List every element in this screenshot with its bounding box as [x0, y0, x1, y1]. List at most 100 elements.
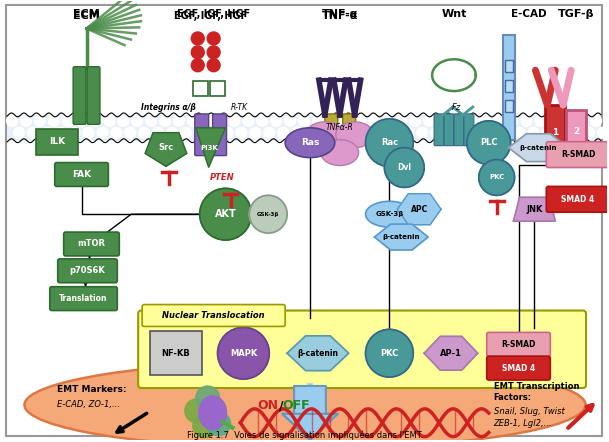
Circle shape [424, 115, 435, 126]
Circle shape [319, 127, 330, 138]
FancyBboxPatch shape [64, 232, 119, 256]
Circle shape [396, 115, 407, 126]
Circle shape [132, 115, 143, 126]
Text: β-catenin: β-catenin [519, 145, 557, 151]
Circle shape [542, 127, 553, 138]
Circle shape [83, 127, 94, 138]
Circle shape [361, 127, 372, 138]
FancyBboxPatch shape [209, 81, 225, 96]
Circle shape [278, 127, 289, 138]
FancyBboxPatch shape [87, 67, 100, 124]
Circle shape [208, 127, 219, 138]
Circle shape [166, 127, 177, 138]
Circle shape [250, 127, 261, 138]
FancyBboxPatch shape [545, 105, 565, 155]
Circle shape [403, 127, 414, 138]
Circle shape [514, 127, 525, 138]
Polygon shape [375, 224, 428, 250]
FancyBboxPatch shape [55, 163, 108, 187]
FancyBboxPatch shape [294, 386, 326, 414]
Circle shape [153, 127, 163, 138]
Circle shape [528, 127, 539, 138]
Text: Fz: Fz [451, 103, 460, 112]
Circle shape [486, 127, 497, 138]
FancyBboxPatch shape [343, 114, 356, 151]
Circle shape [459, 127, 470, 138]
Text: Nuclear Translocation: Nuclear Translocation [163, 311, 265, 320]
FancyBboxPatch shape [50, 287, 118, 311]
Ellipse shape [199, 396, 227, 430]
FancyBboxPatch shape [546, 142, 609, 168]
Circle shape [583, 127, 594, 138]
Ellipse shape [306, 122, 343, 148]
Text: E-CAD, ZO-1,...: E-CAD, ZO-1,... [57, 400, 119, 409]
Text: β-catenin: β-catenin [297, 349, 339, 358]
Text: Src: Src [158, 143, 174, 152]
FancyBboxPatch shape [487, 332, 551, 356]
Text: AP-1: AP-1 [440, 349, 462, 358]
FancyBboxPatch shape [73, 67, 86, 124]
FancyBboxPatch shape [454, 114, 464, 146]
Circle shape [563, 115, 574, 126]
Ellipse shape [336, 122, 373, 148]
Polygon shape [509, 134, 568, 162]
Circle shape [465, 115, 476, 126]
Text: R-TK: R-TK [231, 103, 248, 112]
Polygon shape [513, 197, 555, 221]
Text: 2: 2 [573, 127, 579, 136]
Polygon shape [282, 414, 338, 440]
Circle shape [7, 115, 18, 126]
Circle shape [591, 115, 602, 126]
FancyBboxPatch shape [6, 5, 602, 436]
Circle shape [243, 115, 254, 126]
Text: EMT Transcription: EMT Transcription [494, 381, 579, 391]
Circle shape [535, 115, 546, 126]
FancyBboxPatch shape [566, 110, 586, 154]
FancyBboxPatch shape [546, 187, 609, 212]
Circle shape [193, 414, 217, 438]
Text: R-SMAD: R-SMAD [501, 340, 536, 349]
FancyBboxPatch shape [434, 114, 444, 146]
FancyBboxPatch shape [444, 114, 454, 146]
FancyBboxPatch shape [138, 311, 586, 388]
Circle shape [451, 115, 462, 126]
Circle shape [13, 127, 24, 138]
Circle shape [312, 115, 323, 126]
Circle shape [445, 127, 456, 138]
Ellipse shape [24, 361, 585, 442]
Ellipse shape [321, 140, 359, 166]
Text: β-catenin: β-catenin [382, 234, 420, 240]
Text: PKC: PKC [489, 175, 504, 180]
Text: PTEN: PTEN [210, 173, 235, 182]
Circle shape [111, 127, 122, 138]
FancyBboxPatch shape [326, 124, 337, 132]
Text: NF-KB: NF-KB [161, 349, 190, 358]
Text: TGF-β: TGF-β [558, 8, 594, 19]
Circle shape [200, 188, 252, 240]
Text: PLC: PLC [480, 138, 498, 147]
Circle shape [48, 115, 59, 126]
Circle shape [97, 127, 108, 138]
Text: E-CAD: E-CAD [510, 8, 546, 19]
Circle shape [417, 127, 428, 138]
Circle shape [21, 115, 32, 126]
Text: mTOR: mTOR [77, 240, 105, 248]
Text: TNF-α: TNF-α [322, 11, 358, 21]
Circle shape [500, 127, 511, 138]
Circle shape [160, 115, 171, 126]
FancyBboxPatch shape [150, 332, 202, 375]
Text: JNK: JNK [526, 205, 543, 214]
Circle shape [55, 127, 66, 138]
Circle shape [201, 115, 212, 126]
Circle shape [236, 127, 247, 138]
FancyBboxPatch shape [464, 114, 474, 146]
Circle shape [382, 115, 393, 126]
FancyBboxPatch shape [505, 80, 513, 92]
Text: ILK: ILK [49, 137, 65, 146]
Text: TNFα-R: TNFα-R [326, 123, 354, 132]
Circle shape [340, 115, 351, 126]
Circle shape [203, 399, 227, 423]
Circle shape [326, 115, 337, 126]
Circle shape [306, 127, 317, 138]
Circle shape [174, 115, 185, 126]
